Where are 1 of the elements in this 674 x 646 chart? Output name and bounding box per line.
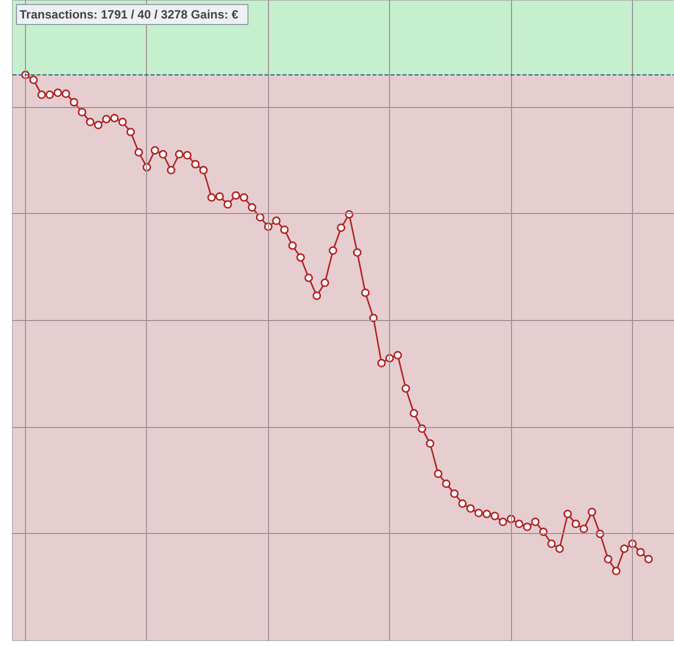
chart-title: Transactions: 1791 / 40 / 3278 Gains: € [20, 8, 239, 22]
